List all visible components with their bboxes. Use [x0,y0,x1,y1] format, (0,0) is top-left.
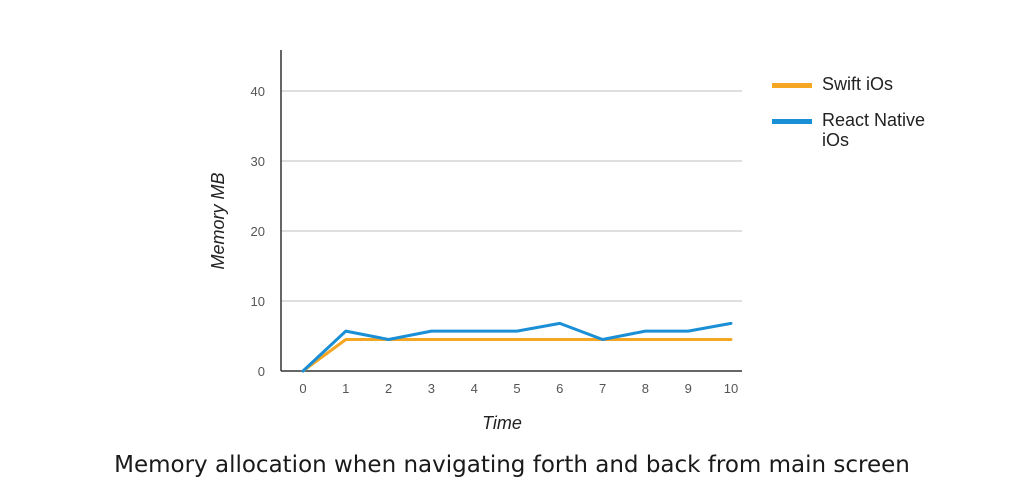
axes [280,50,742,372]
x-tick-label: 9 [685,381,692,396]
y-axis-label: Memory MB [208,172,228,269]
y-tick-label: 30 [251,154,265,169]
y-tick-label: 10 [251,294,265,309]
y-tick-label: 20 [251,224,265,239]
x-tick-label: 5 [513,381,520,396]
x-axis-label: Time [482,413,522,433]
x-tick-label: 4 [471,381,478,396]
x-tick-label: 8 [642,381,649,396]
series-line-1 [301,321,733,373]
x-tick-label: 0 [299,381,306,396]
legend-swatch-react-native [772,119,812,124]
x-tick-label: 2 [385,381,392,396]
tick-labels: 0 10 20 30 40 0 1 2 3 4 5 6 7 8 9 10 [251,84,739,396]
legend-swatch-swift [772,83,812,88]
x-tick-label: 7 [599,381,606,396]
legend-item-swift: Swift iOs [772,74,932,94]
x-tick-label: 6 [556,381,563,396]
chart-title: Memory allocation when navigating forth … [114,452,910,478]
series-lines [301,321,733,373]
x-tick-label: 1 [342,381,349,396]
y-tick-label: 40 [251,84,265,99]
legend-label-swift: Swift iOs [822,74,894,94]
legend-label-react-native: React Native iOs [822,110,926,150]
x-tick-label: 3 [428,381,435,396]
gridlines [281,90,742,302]
y-tick-label: 0 [258,364,265,379]
legend-item-react-native: React Native iOs [772,110,932,150]
series-line-0 [301,338,733,373]
legend: Swift iOs React Native iOs [772,74,932,166]
x-tick-label: 10 [724,381,738,396]
